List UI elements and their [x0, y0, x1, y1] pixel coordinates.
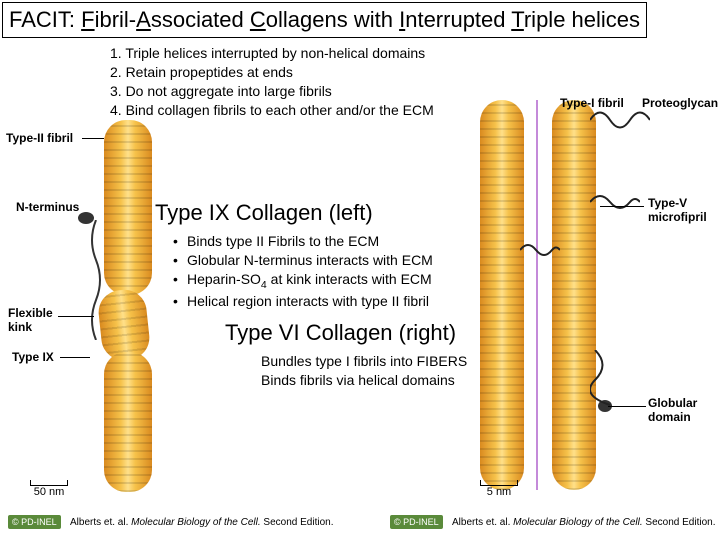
scalebar-50nm-text: 50 nm	[30, 486, 68, 498]
label-line-icon	[60, 357, 90, 358]
label-line-icon	[600, 206, 644, 207]
type1-fibril-label: Type-I fibril	[560, 96, 624, 110]
title-c: C	[250, 7, 266, 32]
scalebar-5nm-text: 5 nm	[480, 486, 518, 498]
type2-fibril-icon	[104, 120, 152, 295]
type9-section: Type IX Collagen (left) •Binds type II F…	[155, 200, 433, 311]
title-w1: ibril-	[95, 7, 137, 32]
citation-edition: Second Edition.	[261, 517, 334, 528]
scalebar-50nm: 50 nm	[30, 480, 68, 498]
right-diagram	[480, 100, 680, 500]
numbered-item: 3. Do not aggregate into large fibrils	[110, 82, 720, 101]
numbered-item: 1. Triple helices interrupted by non-hel…	[110, 44, 720, 63]
citation-right: Alberts et. al. Molecular Biology of the…	[452, 517, 715, 528]
type9-bullets: •Binds type II Fibrils to the ECM •Globu…	[173, 232, 433, 311]
title-w2: ssociated	[151, 7, 250, 32]
proteoglycan-label: Proteoglycan	[642, 96, 718, 110]
type2-fibril-label: Type-II fibril	[6, 131, 73, 145]
type6-subtext: Bundles type I fibrils into FIBERS Binds…	[261, 352, 467, 390]
pd-badge-text: PD-INEL	[403, 517, 439, 527]
type6-line: Bundles type I fibrils into FIBERS	[261, 352, 467, 371]
title-w3: ollagens with	[266, 7, 399, 32]
nterminus-label: N-terminus	[16, 200, 79, 214]
bullet-item: Helical region interacts with type II fi…	[187, 292, 429, 311]
bullet-item: Globular N-terminus interacts with ECM	[187, 251, 433, 270]
title-f: F	[81, 7, 94, 32]
title-a: A	[136, 7, 151, 32]
title-w4: nterrupted	[405, 7, 511, 32]
title-w5: riple helices	[524, 7, 640, 32]
scalebar-5nm: 5 nm	[480, 480, 518, 498]
citation-book: Molecular Biology of the Cell.	[513, 517, 643, 528]
citation-left: Alberts et. al. Molecular Biology of the…	[70, 517, 333, 528]
pd-badge-right: © PD-INEL	[390, 515, 443, 529]
flexible-kink-label: Flexible kink	[8, 306, 53, 334]
bullet-item: Binds type II Fibrils to the ECM	[187, 232, 379, 251]
type9-label: Type IX	[12, 350, 54, 364]
citation-edition: Second Edition.	[643, 517, 716, 528]
page-title: FACIT: Fibril-Associated Collagens with …	[2, 2, 647, 38]
title-prefix: FACIT:	[9, 7, 81, 32]
cc-icon: ©	[12, 517, 19, 527]
citation-author: Alberts et. al.	[452, 517, 513, 528]
globular-domain-label: Globular domain	[648, 396, 697, 424]
pd-badge-text: PD-INEL	[21, 517, 57, 527]
label-line-icon	[608, 406, 646, 407]
type6-line: Binds fibrils via helical domains	[261, 371, 467, 390]
citation-book: Molecular Biology of the Cell.	[131, 517, 261, 528]
title-t: T	[511, 7, 524, 32]
type1-fibril-icon	[480, 100, 524, 490]
type5-microfibril-icon	[536, 100, 538, 490]
type9-heading: Type IX Collagen (left)	[155, 200, 433, 226]
strand-icon	[590, 190, 640, 215]
citation-author: Alberts et. al.	[70, 517, 131, 528]
type9-strand-icon	[86, 220, 106, 340]
type6-heading: Type VI Collagen (right)	[225, 320, 467, 346]
pd-badge-left: © PD-INEL	[8, 515, 61, 529]
type6-section: Type VI Collagen (right) Bundles type I …	[225, 320, 467, 390]
numbered-item: 2. Retain propeptides at ends	[110, 63, 720, 82]
label-line-icon	[82, 138, 104, 139]
type5-microfibril-label: Type-V microfipril	[648, 196, 707, 224]
cc-icon: ©	[394, 517, 401, 527]
strand-icon	[520, 240, 560, 260]
strand-icon	[590, 350, 630, 410]
type2-fibril-icon	[104, 352, 152, 492]
type1-fibril-icon	[552, 100, 596, 490]
bullet-item: Heparin-SO4 at kink interacts with ECM	[187, 270, 432, 292]
label-line-icon	[58, 316, 94, 317]
